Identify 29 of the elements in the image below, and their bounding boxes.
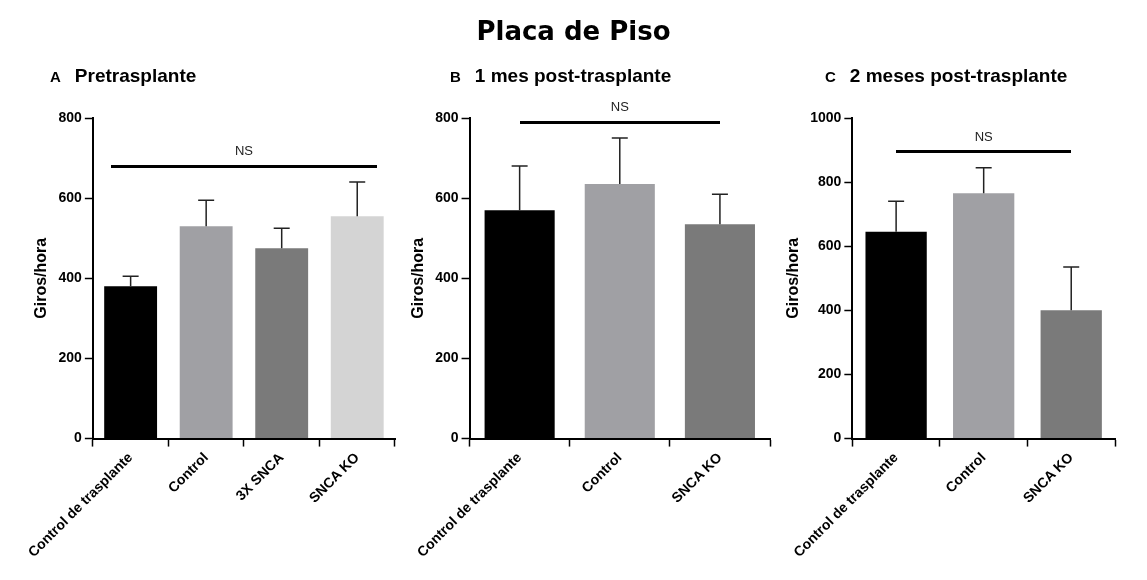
y-tick-label: 200 [58,349,83,366]
y-tick-label: 0 [450,429,459,446]
y-tick-label: 1000 [810,108,842,125]
y-tick-label: 600 [58,189,83,205]
y-axis-title: Giros/hora [784,237,802,319]
annotation: NS [974,128,994,144]
text: A [50,67,61,85]
y-tick-label: 0 [74,429,83,446]
text: B [450,67,461,85]
text: C [825,67,836,85]
y-tick-label: 400 [58,269,83,286]
annotation: NS [234,143,254,159]
text: NS [610,99,630,115]
chart-title: 1 mes post-trasplante [474,65,672,87]
y-tick-label: 400 [817,301,842,318]
y-tick-label: 0 [833,429,842,446]
y-tick-label: 800 [435,108,459,125]
y-tick-label: 600 [817,237,842,254]
y-tick-label: 600 [435,189,459,205]
y-tick-label: 200 [435,349,459,366]
y-tick-label: 200 [817,365,842,382]
y-tick-label: 400 [435,269,459,286]
y-axis-title: Giros/hora [32,237,50,319]
y-tick-label: 800 [817,172,842,189]
y-tick-label: 800 [58,108,83,125]
y-axis-title: Giros/hora [409,237,427,319]
text: Placa de Piso [475,15,672,48]
chart-title: 2 meses post-trasplante [849,65,1068,87]
chart-title: Pretrasplante [74,65,197,87]
